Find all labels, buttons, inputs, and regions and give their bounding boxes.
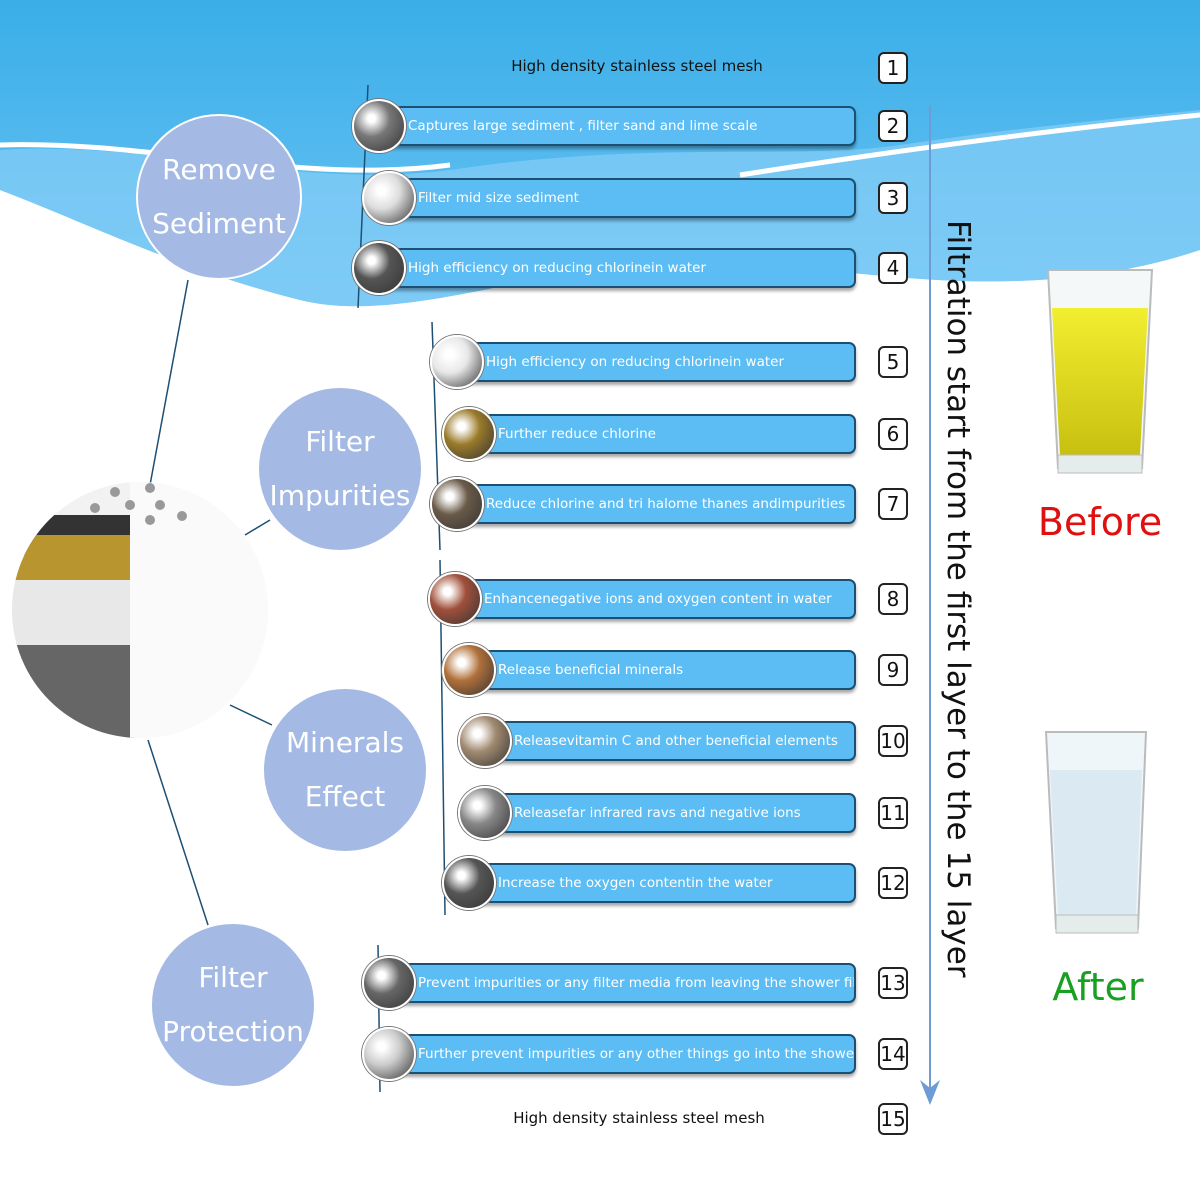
filter-media-black-mesh-icon [362, 956, 416, 1010]
layer-label: Further reduce chlorine [498, 426, 656, 442]
layer-13-number: 13 [878, 967, 908, 999]
layer-4-number: 4 [878, 252, 908, 284]
layer-label: High efficiency on reducing chlorinein w… [408, 260, 707, 276]
filter-media-dark-stones-icon [442, 856, 496, 910]
layer-8-number: 8 [878, 583, 908, 615]
layer-11-number: 11 [878, 797, 908, 829]
layer-12-bar: Increase the oxygen contentin the water [470, 863, 856, 903]
filter-media-gray-mesh-icon [352, 99, 406, 153]
layer-15-number: 15 [878, 1103, 908, 1135]
layer-label: Releasevitamin C and other beneficial el… [514, 733, 838, 749]
layer-6-bar: Further reduce chlorine [470, 414, 856, 454]
filter-media-black-mesh-icon [352, 241, 406, 295]
layer-label: Enhancenegative ions and oxygen content … [484, 591, 832, 607]
filter-media-brown-balls-icon [442, 643, 496, 697]
layer-14-bar: Further prevent impurities or any other … [390, 1034, 856, 1074]
flow-direction-text: Filtration start from the first layer to… [940, 220, 976, 978]
layer-13-bar: Prevent impurities or any filter media f… [390, 963, 856, 1003]
after-label: After [1052, 965, 1144, 1009]
filter-media-gold-granules-icon [442, 407, 496, 461]
layer-label: Reduce chlorine and tri halome thanes an… [486, 496, 846, 512]
category-line: Protection [162, 1015, 304, 1048]
layer-label: Releasefar infrared ravs and negative io… [514, 805, 801, 821]
filter-cartridge-illustration [12, 482, 268, 738]
category-filter-impurities: Filter Impurities [257, 386, 423, 552]
after-glass-illustration [1044, 731, 1148, 934]
category-line: Effect [304, 780, 386, 813]
category-line: Remove [162, 153, 276, 186]
layer-9-bar: Release beneficial minerals [470, 650, 856, 690]
layer-2-number: 2 [878, 110, 908, 142]
layer-label: Prevent impurities or any filter media f… [418, 975, 856, 991]
category-remove-sediment: Remove Sediment [136, 114, 302, 280]
filter-media-white-balls-icon [430, 335, 484, 389]
category-line: Impurities [269, 479, 411, 512]
filter-media-carbon-mix-icon [430, 477, 484, 531]
layer-1-number: 1 [878, 52, 908, 84]
layer-3-number: 3 [878, 182, 908, 214]
filter-media-gray-stones-icon [458, 786, 512, 840]
category-line: Filter [198, 961, 268, 994]
layer-label: Release beneficial minerals [498, 662, 684, 678]
layer-5-number: 5 [878, 346, 908, 378]
filter-media-red-ceramic-balls-icon [428, 572, 482, 626]
layer-label: Increase the oxygen contentin the water [498, 875, 773, 891]
layer-10-bar: Releasevitamin C and other beneficial el… [486, 721, 856, 761]
layer-10-number: 10 [878, 725, 908, 757]
layer-label: High efficiency on reducing chlorinein w… [486, 354, 785, 370]
layer-8-bar: Enhancenegative ions and oxygen content … [456, 579, 856, 619]
layer-7-number: 7 [878, 488, 908, 520]
before-label: Before [1037, 500, 1163, 544]
layer-6-number: 6 [878, 418, 908, 450]
layer-14-number: 14 [878, 1038, 908, 1070]
category-line: Filter [305, 425, 375, 458]
filter-media-white-cotton-icon [362, 1027, 416, 1081]
layer-15-label: High density stainless steel mesh [513, 1109, 765, 1127]
before-glass-illustration [1046, 269, 1154, 474]
layer-12-number: 12 [878, 867, 908, 899]
category-minerals-effect: Minerals Effect [262, 687, 428, 853]
filter-media-white-cotton-icon [362, 171, 416, 225]
layer-label: Further prevent impurities or any other … [418, 1046, 856, 1062]
layer-7-bar: Reduce chlorine and tri halome thanes an… [458, 484, 856, 524]
layer-1-label: High density stainless steel mesh [511, 57, 763, 75]
filter-media-mixed-balls-icon [458, 714, 512, 768]
category-line: Sediment [152, 207, 286, 240]
layer-11-bar: Releasefar infrared ravs and negative io… [486, 793, 856, 833]
layer-5-bar: High efficiency on reducing chlorinein w… [458, 342, 856, 382]
category-line: Minerals [286, 726, 404, 759]
layer-9-number: 9 [878, 654, 908, 686]
layer-label: Captures large sediment , filter sand an… [408, 118, 758, 134]
category-filter-protection: Filter Protection [150, 922, 316, 1088]
layer-label: Filter mid size sediment [418, 190, 579, 206]
layer-3-bar: Filter mid size sediment [390, 178, 856, 218]
layer-4-bar: High efficiency on reducing chlorinein w… [380, 248, 856, 288]
layer-2-bar: Captures large sediment , filter sand an… [380, 106, 856, 146]
